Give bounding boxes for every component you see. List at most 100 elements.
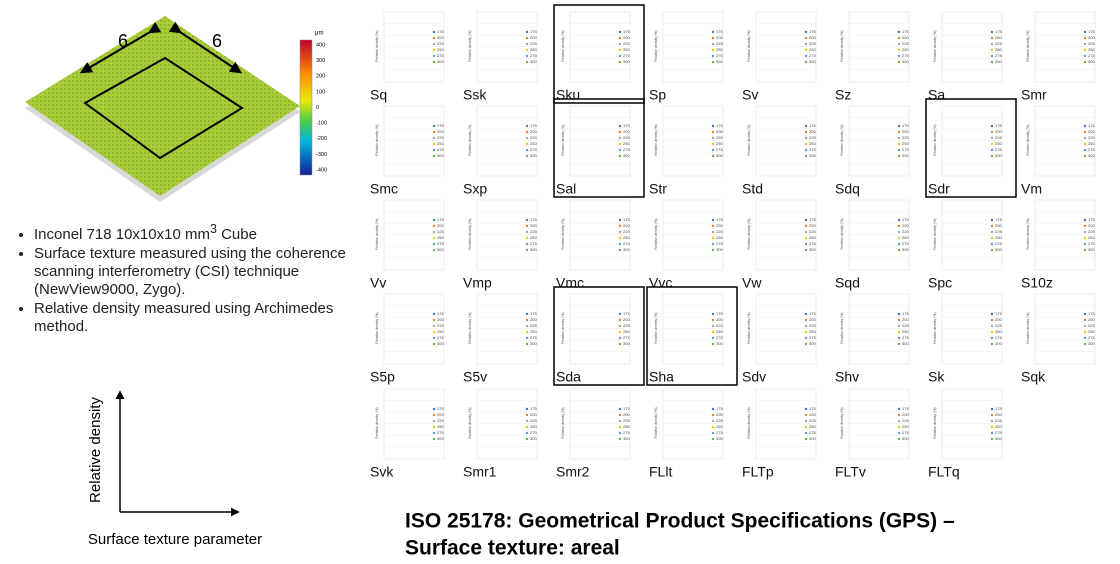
legend-label: 300	[809, 59, 816, 64]
legend-swatch	[712, 31, 714, 33]
legend-swatch	[712, 131, 714, 133]
mini-plot: Relative density (%)175200225250275300Sa	[928, 12, 1002, 103]
legend-swatch	[805, 337, 807, 339]
legend-swatch	[433, 231, 435, 233]
legend-label: 200	[716, 223, 723, 228]
legend-swatch	[433, 337, 435, 339]
legend-swatch	[991, 420, 993, 422]
legend-swatch	[898, 249, 900, 251]
legend-swatch	[898, 438, 900, 440]
legend-label: 300	[809, 341, 816, 346]
legend-swatch	[898, 426, 900, 428]
surface-figure: 6 6 μm 4003002001000-100-200-300-400	[25, 16, 327, 202]
plot-area	[663, 12, 723, 82]
y-axis-label: Relative density (%)	[840, 124, 844, 155]
colorbar-tick-label: 0	[316, 105, 319, 111]
legend-swatch	[712, 61, 714, 63]
legend-swatch	[805, 125, 807, 127]
legend-swatch	[805, 243, 807, 245]
legend-label: 225	[995, 135, 1002, 140]
legend-label: 200	[437, 317, 444, 322]
colorbar-ticks: 4003002001000-100-200-300-400	[316, 42, 327, 173]
legend-label: 250	[530, 141, 537, 146]
legend-swatch	[619, 337, 621, 339]
y-axis-label: Relative density (%)	[468, 218, 472, 249]
legend-swatch	[991, 414, 993, 416]
legend-label: 200	[716, 412, 723, 417]
legend-label: 300	[995, 341, 1002, 346]
legend-label: 225	[809, 135, 816, 140]
colorbar-tick-label: -100	[316, 121, 327, 127]
legend-swatch	[1084, 61, 1086, 63]
mini-plot: Relative density (%)175200225250275300Sh…	[647, 287, 737, 385]
plot-area	[756, 294, 816, 364]
legend-label: 275	[809, 335, 816, 340]
panel-name: Sal	[556, 181, 576, 197]
legend-swatch	[712, 237, 714, 239]
colorbar-tick-label: 300	[316, 58, 325, 64]
legend-label: 225	[902, 135, 909, 140]
mini-plot: Relative density (%)175200225250275300Vv	[370, 200, 444, 291]
legend-label: 250	[995, 141, 1002, 146]
y-axis-label: Relative density (%)	[468, 30, 472, 61]
legend-swatch	[991, 31, 993, 33]
legend-swatch	[619, 243, 621, 245]
legend-swatch	[433, 143, 435, 145]
panel-name: Std	[742, 181, 763, 197]
legend-label: 225	[530, 229, 537, 234]
legend-label: 200	[995, 223, 1002, 228]
legend-label: 200	[716, 35, 723, 40]
legend-swatch	[712, 426, 714, 428]
legend-label: 200	[530, 412, 537, 417]
legend-label: 300	[437, 247, 444, 252]
legend-swatch	[712, 432, 714, 434]
legend-label: 250	[809, 47, 816, 52]
legend-swatch	[1084, 37, 1086, 39]
legend-swatch	[526, 420, 528, 422]
legend-label: 275	[623, 147, 630, 152]
legend-swatch	[433, 155, 435, 157]
legend-label: 225	[530, 418, 537, 423]
legend-swatch	[433, 319, 435, 321]
legend-swatch	[712, 149, 714, 151]
legend-label: 275	[437, 241, 444, 246]
legend-label: 250	[902, 47, 909, 52]
mini-plot: Relative density (%)175200225250275300Vm	[1021, 106, 1095, 197]
legend-swatch	[712, 313, 714, 315]
legend-label: 300	[1088, 153, 1095, 158]
legend-label: 225	[530, 135, 537, 140]
legend-swatch	[526, 225, 528, 227]
panel-name: Smr2	[556, 464, 590, 480]
legend-swatch	[619, 55, 621, 57]
legend-label: 300	[809, 436, 816, 441]
legend-label: 300	[1088, 59, 1095, 64]
legend-swatch	[619, 343, 621, 345]
y-axis-label: Relative density (%)	[561, 30, 565, 61]
legend-swatch	[898, 55, 900, 57]
legend-swatch	[433, 61, 435, 63]
legend-swatch	[712, 343, 714, 345]
legend-swatch	[526, 49, 528, 51]
plot-area	[384, 106, 444, 176]
legend-label: 250	[995, 47, 1002, 52]
mini-plot: Relative density (%)175200225250275300Sm…	[463, 389, 537, 480]
legend-swatch	[991, 219, 993, 221]
panel-name: Vw	[742, 275, 762, 291]
legend-swatch	[619, 420, 621, 422]
legend-swatch	[898, 155, 900, 157]
legend-label: 200	[1088, 317, 1095, 322]
legend-swatch	[433, 237, 435, 239]
legend-swatch	[433, 125, 435, 127]
mini-plot: Relative density (%)175200225250275300Vm…	[556, 200, 630, 291]
legend-swatch	[991, 426, 993, 428]
legend-label: 250	[530, 424, 537, 429]
panel-name: Sxp	[463, 181, 487, 197]
legend-label: 300	[809, 153, 816, 158]
legend-label: 275	[437, 53, 444, 58]
plot-area	[384, 12, 444, 82]
legend-label: 250	[716, 424, 723, 429]
legend-swatch	[712, 337, 714, 339]
plot-area	[942, 294, 1002, 364]
mini-plot: Relative density (%)175200225250275300Sm…	[1021, 12, 1095, 103]
legend-label: 250	[716, 141, 723, 146]
